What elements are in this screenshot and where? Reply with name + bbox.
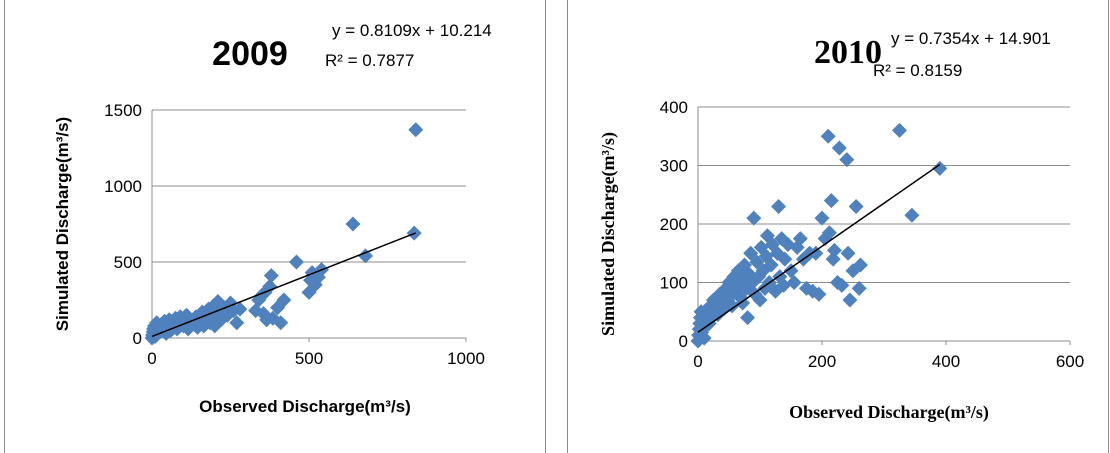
data-point [740, 310, 756, 326]
chart-title: 2010 [814, 34, 882, 71]
y-tick-label: 100 [660, 274, 688, 293]
data-point [695, 313, 711, 329]
data-point [840, 245, 856, 261]
data-point [720, 292, 736, 308]
y-tick-label: 1000 [104, 177, 142, 196]
data-point [288, 254, 304, 270]
data-point [848, 198, 864, 214]
trendline-equation: y = 0.8109x + 10.214 [332, 21, 492, 40]
y-tick-label: 500 [114, 253, 142, 272]
data-point [752, 292, 768, 308]
r-squared-label: R² = 0.8159 [873, 61, 962, 80]
data-point [751, 269, 767, 285]
data-point [758, 248, 774, 264]
y-axis-label: Simulated Discharge(m³/s) [598, 132, 619, 336]
x-tick-label: 400 [932, 352, 960, 371]
data-point [834, 277, 850, 293]
data-point [852, 257, 868, 273]
data-point [696, 330, 712, 346]
data-point [273, 315, 289, 331]
data-point [814, 210, 830, 226]
r-squared-label: R² = 0.7877 [325, 51, 414, 70]
data-point [783, 263, 799, 279]
y-tick-label: 400 [660, 98, 688, 117]
chart-2009: 0 500 1000 1500 0 500 1000 2009 y = 0.8109x + 10… [53, 21, 492, 416]
data-point [229, 315, 245, 331]
trendline [151, 232, 417, 338]
data-point [892, 122, 907, 138]
y-tick-label: 0 [679, 332, 688, 351]
data-point [763, 257, 779, 273]
data-point [831, 140, 847, 156]
y-tick-label: 300 [660, 157, 688, 176]
data-point [718, 280, 734, 296]
y-tick-label: 1500 [104, 101, 142, 120]
data-point [262, 278, 278, 294]
data-point [826, 242, 842, 258]
data-point [820, 128, 836, 144]
data-point [232, 301, 248, 317]
data-point [702, 298, 718, 314]
data-point [821, 225, 837, 241]
data-point [808, 245, 824, 261]
data-point [764, 236, 780, 252]
y-axis-label: Simulated Discharge(m³/s) [53, 117, 72, 331]
data-point [786, 275, 802, 290]
data-point [932, 160, 948, 176]
trendline-equation: y = 0.7354x + 14.901 [891, 29, 1051, 48]
x-tick-label: 600 [1056, 352, 1084, 371]
y-tick-label: 200 [660, 215, 688, 234]
data-point [743, 245, 759, 261]
data-point [771, 198, 787, 214]
data-point [726, 269, 742, 285]
data-point [408, 122, 424, 138]
data-point [774, 231, 790, 247]
data-point [792, 231, 808, 247]
chart-2010-panel: 0 100 200 300 400 0 200 400 600 2010 y = 0.7354x +… [567, 0, 1109, 453]
x-axis-label: Observed Discharge(m³/s) [789, 402, 989, 423]
data-point [735, 295, 751, 311]
data-point [746, 210, 762, 226]
data-point [749, 254, 765, 270]
y-tick-label: 0 [133, 329, 142, 348]
data-point [823, 193, 839, 209]
data-point [724, 298, 740, 314]
x-axis-label: Observed Discharge(m³/s) [199, 397, 411, 416]
data-point [263, 268, 279, 284]
x-tick-label: 0 [147, 349, 156, 368]
data-point [358, 248, 374, 264]
data-point [733, 272, 749, 288]
data-point [345, 216, 361, 232]
data-point [757, 280, 773, 296]
data-point [789, 239, 805, 255]
data-point [825, 251, 841, 267]
data-point [276, 292, 292, 308]
chart-2010: 0 100 200 300 400 0 200 400 600 2010 y = 0.7354x +… [598, 29, 1084, 423]
x-tick-label: 1000 [447, 349, 485, 368]
data-point [839, 152, 855, 168]
data-point [842, 292, 858, 308]
x-tick-label: 0 [693, 352, 702, 371]
data-point [777, 251, 793, 267]
data-point [805, 283, 821, 299]
data-point [732, 289, 748, 305]
data-point [704, 310, 720, 326]
data-point [904, 207, 920, 223]
data-point [851, 280, 867, 296]
x-tick-label: 200 [808, 352, 836, 371]
trendline [697, 163, 941, 333]
data-point [811, 286, 827, 302]
chart-2009-panel: 0 500 1000 1500 0 500 1000 2009 y = 0.8109x + 10… [4, 0, 546, 453]
data-point [780, 236, 796, 252]
data-point [776, 277, 792, 293]
chart-title: 2009 [212, 35, 288, 73]
x-tick-label: 500 [295, 349, 323, 368]
